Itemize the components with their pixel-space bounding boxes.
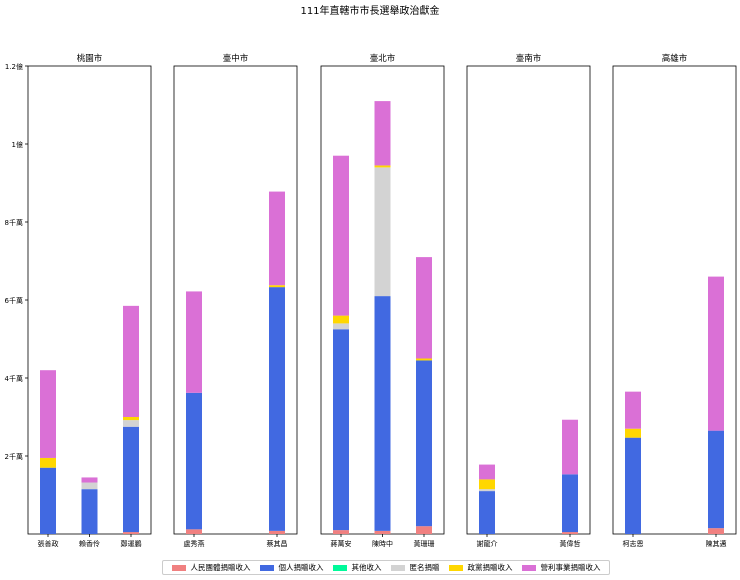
legend-label: 政黨捐贈收入 bbox=[467, 563, 513, 572]
y-tick-label: 6千萬 bbox=[5, 296, 23, 305]
bar-segment bbox=[269, 191, 285, 286]
x-tick-label: 陳其邁 bbox=[706, 539, 727, 548]
bar-segment bbox=[333, 155, 349, 316]
bar-segment bbox=[123, 305, 139, 417]
legend-swatch bbox=[259, 564, 274, 571]
panel-frame bbox=[612, 65, 737, 535]
legend-swatch bbox=[390, 564, 405, 571]
bar-segment bbox=[374, 296, 391, 531]
bar-segment bbox=[81, 489, 98, 534]
bar-segment bbox=[416, 360, 432, 527]
bar-segment bbox=[374, 101, 391, 166]
legend-item: 營利事業捐贈收入 bbox=[521, 562, 601, 573]
panel-title: 桃園市 bbox=[77, 53, 103, 64]
y-tick-label: 8千萬 bbox=[5, 218, 23, 227]
panel-title: 臺北市 bbox=[370, 53, 396, 64]
bar-segment bbox=[708, 276, 724, 431]
legend-label: 個人捐贈收入 bbox=[278, 563, 324, 572]
bar-segment bbox=[562, 532, 578, 534]
bar-segment bbox=[562, 419, 578, 475]
legend-item: 個人捐贈收入 bbox=[259, 562, 324, 573]
legend-label: 匿名捐贈 bbox=[409, 563, 440, 572]
bar-segment bbox=[123, 532, 139, 534]
bar-segment bbox=[416, 257, 432, 359]
x-tick-label: 陳時中 bbox=[372, 539, 393, 548]
bar-segment bbox=[562, 474, 578, 533]
bar-segment bbox=[81, 482, 98, 490]
bar-segment bbox=[269, 287, 285, 531]
x-tick-label: 賴香伶 bbox=[79, 539, 100, 548]
bar-segment bbox=[123, 417, 139, 421]
bar-segment bbox=[479, 479, 495, 490]
bar-segment bbox=[479, 491, 495, 534]
x-tick-label: 蔡其昌 bbox=[267, 539, 288, 548]
x-tick-label: 黃珊珊 bbox=[414, 539, 435, 548]
x-tick-label: 柯志恩 bbox=[623, 539, 644, 548]
bar-segment bbox=[269, 285, 285, 288]
x-tick-label: 鄭運鵬 bbox=[121, 539, 142, 548]
legend-item: 匿名捐贈 bbox=[390, 562, 440, 573]
bar-segment bbox=[40, 457, 56, 468]
bar-segment bbox=[123, 420, 139, 427]
panel-title: 臺南市 bbox=[516, 53, 542, 64]
bar-segment bbox=[269, 530, 285, 534]
legend-item: 其他收入 bbox=[332, 562, 382, 573]
x-tick-label: 謝龍介 bbox=[477, 539, 498, 548]
legend-label: 營利事業捐贈收入 bbox=[540, 563, 601, 572]
bar-segment bbox=[708, 528, 724, 534]
bar-segment bbox=[625, 428, 641, 438]
y-tick-label: 1.2億 bbox=[5, 62, 23, 71]
bar-segment bbox=[416, 526, 432, 534]
bar-segment bbox=[333, 315, 349, 324]
legend-item: 人民團體捐贈收入 bbox=[171, 562, 251, 573]
bar-segment bbox=[708, 430, 724, 529]
legend-label: 其他收入 bbox=[351, 563, 382, 572]
bar-segment bbox=[186, 392, 202, 530]
bar-segment bbox=[416, 358, 432, 361]
panel-frame bbox=[173, 65, 298, 535]
bar-segment bbox=[40, 370, 56, 458]
bar-segment bbox=[123, 426, 139, 533]
chart-legend: 人民團體捐贈收入 個人捐贈收入 其他收入 匿名捐贈 政黨捐贈收入 營利事業捐贈收入 bbox=[162, 560, 610, 575]
bar-segment bbox=[81, 477, 98, 483]
panel-frame bbox=[466, 65, 591, 535]
bar-segment bbox=[40, 467, 56, 534]
bar-segment bbox=[333, 329, 349, 531]
legend-swatch bbox=[332, 564, 347, 571]
x-tick-label: 張善政 bbox=[38, 539, 59, 548]
bar-segment bbox=[333, 323, 349, 330]
bar-segment bbox=[374, 165, 391, 168]
legend-item: 政黨捐贈收入 bbox=[448, 562, 513, 573]
legend-swatch bbox=[521, 564, 536, 571]
bar-segment bbox=[479, 464, 495, 480]
x-tick-label: 蔣萬安 bbox=[331, 539, 352, 548]
x-tick-label: 黃偉哲 bbox=[560, 539, 581, 548]
bar-segment bbox=[625, 437, 641, 534]
legend-label: 人民團體捐贈收入 bbox=[190, 563, 251, 572]
x-tick-label: 盧秀燕 bbox=[184, 539, 205, 548]
bar-segment bbox=[374, 167, 391, 297]
y-tick-label: 2千萬 bbox=[5, 452, 23, 461]
y-tick-label: 4千萬 bbox=[5, 374, 23, 383]
y-tick-label: 1億 bbox=[12, 140, 23, 149]
chart-title: 111年直轄市市長選舉政治獻金 bbox=[300, 4, 439, 17]
panel-title: 高雄市 bbox=[662, 53, 688, 64]
legend-swatch bbox=[448, 564, 463, 571]
bar-segment bbox=[186, 529, 202, 534]
bar-segment bbox=[186, 291, 202, 393]
bar-segment bbox=[333, 530, 349, 534]
bar-segment bbox=[625, 391, 641, 429]
bar-segment bbox=[374, 530, 391, 534]
panel-title: 臺中市 bbox=[223, 53, 249, 64]
legend-swatch bbox=[171, 564, 186, 571]
bar-segment bbox=[479, 489, 495, 492]
